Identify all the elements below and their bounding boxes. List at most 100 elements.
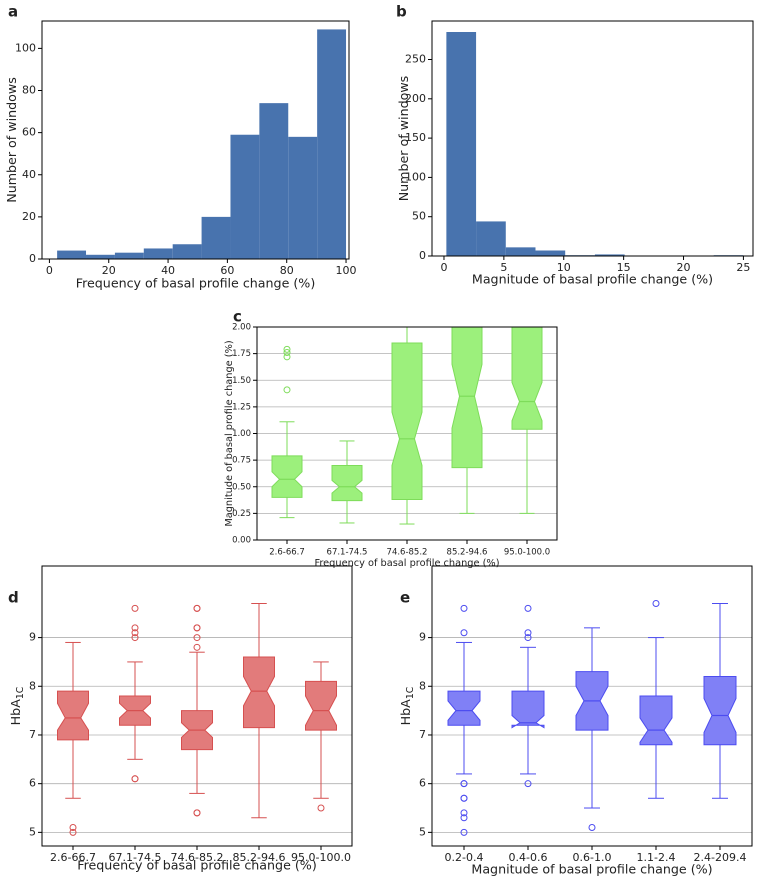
y-tick-label: 0.25 (232, 509, 251, 519)
y-tick-label: 0 (419, 249, 426, 262)
axes-frame (256, 326, 558, 541)
x-axis-label: Magnitude of basal profile change (%) (472, 272, 713, 287)
y-tick-label: 5 (419, 825, 426, 838)
plot-area (446, 32, 744, 256)
y-axis-label-text: HbA (8, 699, 23, 726)
box (57, 690, 89, 741)
flier (131, 634, 139, 642)
x-tick-label: 67.1-74.5 (109, 851, 162, 864)
flier (193, 634, 201, 642)
y-tick-label: 1.50 (232, 376, 251, 386)
y-tick-label: 80 (22, 84, 36, 97)
bar (230, 134, 260, 259)
y-axis-label-text: Number of windows (396, 76, 411, 202)
plot-area (57, 602, 337, 836)
bar (317, 29, 347, 259)
x-tick-label: 100 (336, 264, 357, 277)
flier (652, 599, 660, 607)
flier (193, 604, 201, 612)
y-tick-label: 0.75 (232, 456, 251, 466)
y-tick-label: 0 (29, 252, 36, 265)
panel: d 5 6 7 8 9 2.6-66.7 67.1-74.5 74.6-85.2 85.2-94.… (8, 565, 353, 873)
panel-label: e (400, 589, 410, 607)
axes-frame (41, 565, 353, 847)
x-axis-label: Magnitude of basal profile change (%) (471, 862, 712, 877)
flier (69, 828, 77, 836)
box (703, 676, 737, 746)
panel-label: a (8, 3, 18, 21)
panel: a 0 20 40 60 80 100 0 20 40 60 80 100 Frequency of ba… (4, 3, 357, 291)
bar (114, 252, 144, 259)
x-tick-label: 15 (617, 261, 631, 274)
axes-frame (41, 20, 350, 260)
flier (524, 780, 532, 788)
flier (460, 809, 468, 817)
y-tick-label: 6 (29, 777, 36, 790)
y-tick-label: 6 (419, 777, 426, 790)
box (391, 342, 423, 501)
flier (460, 828, 468, 836)
x-tick-label: 80 (280, 264, 294, 277)
x-axis-label: Frequency of basal profile change (%) (76, 276, 316, 291)
flier (317, 804, 325, 812)
y-tick-label: 0.00 (232, 536, 251, 546)
flier (524, 604, 532, 612)
flier (131, 629, 139, 637)
y-axis-label-text: Magnitude of basal profile change (%) (224, 340, 235, 526)
x-tick-label: 2.6-66.7 (50, 851, 96, 864)
flier (283, 349, 291, 357)
bar (57, 250, 87, 259)
flier (131, 624, 139, 632)
x-tick-label: 0.2-0.4 (445, 851, 484, 864)
x-tick-label: 20 (677, 261, 691, 274)
bar (594, 254, 625, 256)
flier (131, 604, 139, 612)
box (511, 690, 545, 729)
y-axis-label-subscript: 1C (405, 686, 416, 699)
box (243, 656, 275, 729)
bar (505, 247, 536, 256)
y-tick-label: 100 (15, 41, 36, 54)
bar (259, 103, 289, 259)
flier (460, 629, 468, 637)
y-tick-label: 20 (22, 210, 36, 223)
panel-label: c (233, 308, 242, 326)
box (511, 327, 543, 430)
y-axis-label-text: Number of windows (4, 77, 19, 203)
x-tick-label: 10 (557, 261, 571, 274)
bar (201, 216, 231, 259)
plot-area (447, 599, 737, 836)
box (331, 464, 363, 502)
y-tick-label: 150 (405, 131, 426, 144)
x-tick-label: 40 (161, 264, 175, 277)
x-tick-label: 74.6-85.2 (171, 851, 224, 864)
flier (69, 823, 77, 831)
y-tick-label: 40 (22, 168, 36, 181)
flier (193, 624, 201, 632)
box (639, 695, 673, 746)
x-tick-label: 2.6-66.7 (269, 548, 305, 558)
y-tick-label: 8 (29, 679, 36, 692)
flier (524, 629, 532, 637)
box (451, 327, 483, 469)
box (447, 690, 481, 726)
x-tick-label: 67.1-74.5 (327, 548, 368, 558)
y-axis-label-text: HbA (398, 699, 413, 726)
box (271, 455, 303, 498)
y-axis-label-subscript: 1C (15, 686, 26, 699)
flier (193, 809, 201, 817)
x-tick-label: 1.1-2.4 (637, 851, 676, 864)
y-axis-label: Number of windows (4, 77, 19, 203)
panel: c 0.00 0.25 0.50 0.75 1.00 1.25 1.50 1.75 2.00 2.6… (224, 308, 558, 569)
x-tick-label: 95.0-100.0 (291, 851, 351, 864)
flier (283, 345, 291, 353)
y-tick-label: 0.50 (232, 482, 251, 492)
x-tick-label: 85.2-94.6 (233, 851, 286, 864)
bar (535, 250, 566, 256)
y-tick-label: 5 (29, 825, 36, 838)
flier (131, 775, 139, 783)
flier (460, 814, 468, 822)
x-tick-label: 74.6-85.2 (387, 548, 428, 558)
x-tick-label: 95.0-100.0 (504, 548, 550, 558)
bar (446, 32, 477, 256)
